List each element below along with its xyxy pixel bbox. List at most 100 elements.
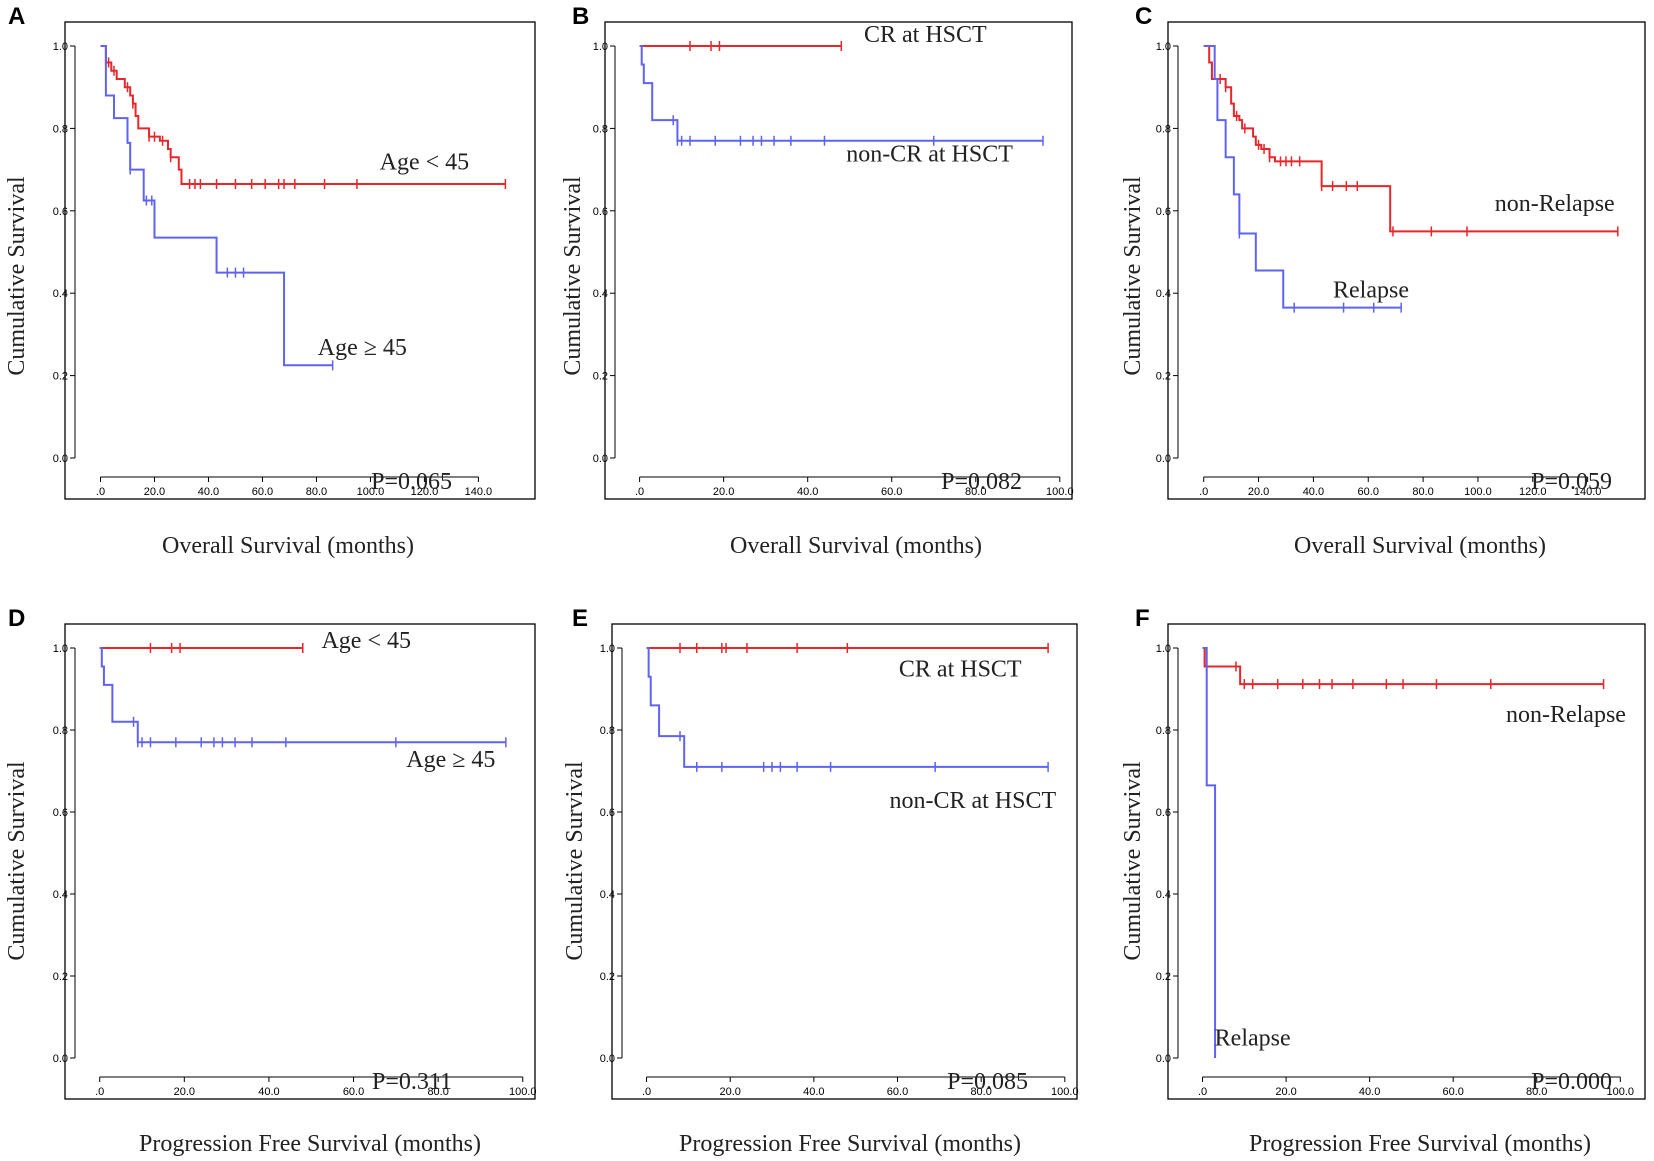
y-tick-label: 1.0 xyxy=(593,41,608,53)
x-tick-label: 60.0 xyxy=(881,486,902,498)
panel-d: D .0 20.0 40.0 60.0 80.0 100.0 0.0 0.2 0.4 0.6 0.8 1… xyxy=(4,605,537,1157)
y-tick-label: 0.2 xyxy=(593,371,608,383)
curve-label: CR at HSCT xyxy=(864,22,987,48)
y-tick-label: 0.6 xyxy=(600,807,615,819)
y-tick-label: 0.2 xyxy=(53,971,68,983)
p-value: P=0.059 xyxy=(1531,469,1612,495)
curve-label: non-CR at HSCT xyxy=(846,141,1013,167)
x-tick-label: 80.0 xyxy=(970,1086,991,1098)
y-tick-label: 0.2 xyxy=(1156,971,1171,983)
x-tick-label: 40.0 xyxy=(797,486,818,498)
panel-letter: A xyxy=(8,3,25,30)
y-axis-title: Cumulative Survival xyxy=(562,761,588,961)
p-value: P=0.000 xyxy=(1531,1069,1612,1095)
x-tick-label: 100.0 xyxy=(509,1086,537,1098)
panel-letter: E xyxy=(572,605,588,632)
curve-label: Age ≥ 45 xyxy=(406,747,495,773)
p-value: P=0.082 xyxy=(941,469,1022,495)
plot-frame xyxy=(64,21,536,500)
x-tick-label: 80.0 xyxy=(965,486,986,498)
plot-frame xyxy=(611,623,1078,1100)
x-tick-label: 40.0 xyxy=(198,486,219,498)
x-tick-label: 20.0 xyxy=(174,1086,195,1098)
survival-curve-non-cr-at-hsct xyxy=(639,45,1043,142)
y-tick-label: 0.8 xyxy=(600,725,615,737)
curve-label: Age < 45 xyxy=(380,150,470,176)
survival-curve-age-45 xyxy=(100,45,333,367)
y-tick-label: 0.4 xyxy=(600,889,615,901)
x-tick-label: .0 xyxy=(96,486,105,498)
y-tick-label: 0.6 xyxy=(53,206,68,218)
x-tick-label: 100.0 xyxy=(1046,486,1074,498)
x-axis-title: Overall Survival (months) xyxy=(1294,533,1546,559)
survival-curve-non-relapse xyxy=(1202,647,1604,686)
y-tick-label: 0.8 xyxy=(53,725,68,737)
y-tick-label: 0.4 xyxy=(53,889,68,901)
x-tick-label: 60.0 xyxy=(343,1086,364,1098)
y-tick-label: 0.4 xyxy=(53,288,68,300)
y-axis-title: Cumulative Survival xyxy=(560,176,586,376)
curve-label: non-CR at HSCT xyxy=(889,788,1056,814)
survival-curve-non-cr-at-hsct xyxy=(646,647,1049,768)
p-value: P=0.085 xyxy=(947,1069,1028,1095)
x-tick-label: 120.0 xyxy=(411,486,439,498)
panel-f: F .0 20.0 40.0 60.0 80.0 100.0 0.0 0.2 0.4 0.6 0.8 1… xyxy=(1120,605,1646,1157)
curve-label: Age ≥ 45 xyxy=(318,335,407,361)
x-axis-title: Progression Free Survival (months) xyxy=(139,1131,481,1157)
x-tick-label: 40.0 xyxy=(1359,1086,1380,1098)
y-tick-label: 0.6 xyxy=(593,206,608,218)
x-tick-label: 60.0 xyxy=(252,486,273,498)
y-tick-label: 0.0 xyxy=(53,1053,68,1065)
x-tick-label: 60.0 xyxy=(1442,1086,1463,1098)
x-axis-title: Progression Free Survival (months) xyxy=(1249,1131,1591,1157)
y-tick-label: 0.0 xyxy=(593,453,608,465)
panel-letter: B xyxy=(572,3,589,30)
p-value: P=0.311 xyxy=(372,1069,452,1095)
y-tick-label: 0.6 xyxy=(1156,206,1171,218)
y-axis-title: Cumulative Survival xyxy=(4,176,30,376)
plot-frame xyxy=(1167,21,1646,500)
y-tick-label: 0.2 xyxy=(600,971,615,983)
panel-letter: F xyxy=(1135,605,1150,632)
y-tick-label: 1.0 xyxy=(600,643,615,655)
y-tick-label: 0.6 xyxy=(1156,807,1171,819)
x-axis-title: Progression Free Survival (months) xyxy=(679,1131,1021,1157)
y-tick-label: 1.0 xyxy=(1156,41,1171,53)
y-tick-label: 0.0 xyxy=(1156,1053,1171,1065)
panel-c: C .0 20.0 40.0 60.0 80.0 100.0 120.0 140.0 0.0 0.2… xyxy=(1120,3,1646,559)
x-tick-label: 40.0 xyxy=(803,1086,824,1098)
curve-label: CR at HSCT xyxy=(899,657,1022,683)
curve-label: Age < 45 xyxy=(321,628,411,654)
x-tick-label: .0 xyxy=(642,1086,651,1098)
p-value: P=0.065 xyxy=(371,469,452,495)
y-tick-label: 1.0 xyxy=(1156,643,1171,655)
plot-frame xyxy=(604,21,1073,500)
x-tick-label: .0 xyxy=(1198,1086,1207,1098)
x-tick-label: 100.0 xyxy=(357,486,385,498)
y-tick-label: 0.2 xyxy=(53,371,68,383)
y-tick-label: 0.0 xyxy=(1156,453,1171,465)
x-tick-label: 20.0 xyxy=(1248,486,1269,498)
x-tick-label: 60.0 xyxy=(1358,486,1379,498)
x-tick-label: .0 xyxy=(635,486,644,498)
x-tick-label: 20.0 xyxy=(144,486,165,498)
y-axis-title: Cumulative Survival xyxy=(4,761,30,961)
panel-b: B .0 20.0 40.0 60.0 80.0 100.0 0.0 0.2 0.4 0.6 0.8 1… xyxy=(560,3,1074,559)
survival-curve-relapse xyxy=(1203,45,1402,309)
curve-label: Relapse xyxy=(1333,277,1409,303)
y-tick-label: 0.0 xyxy=(600,1053,615,1065)
x-tick-label: 80.0 xyxy=(1412,486,1433,498)
x-tick-label: 60.0 xyxy=(887,1086,908,1098)
y-tick-label: 1.0 xyxy=(53,41,68,53)
x-tick-label: 140.0 xyxy=(465,486,493,498)
y-tick-label: 0.4 xyxy=(1156,288,1171,300)
x-tick-label: 80.0 xyxy=(1526,1086,1547,1098)
plot-frame xyxy=(64,623,536,1100)
y-tick-label: 0.6 xyxy=(53,807,68,819)
y-tick-label: 0.8 xyxy=(53,123,68,135)
x-tick-label: .0 xyxy=(1199,486,1208,498)
y-axis-title: Cumulative Survival xyxy=(1120,761,1146,961)
x-tick-label: 40.0 xyxy=(258,1086,279,1098)
panel-letter: C xyxy=(1135,3,1152,30)
